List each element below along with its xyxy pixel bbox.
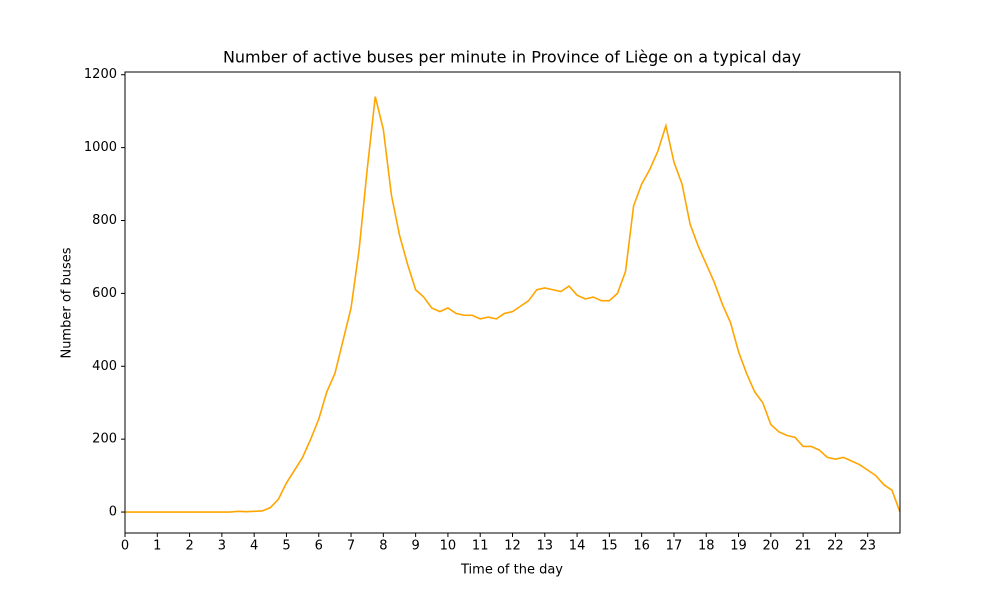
- x-tick-label: 21: [795, 539, 812, 554]
- y-tick-label: 200: [92, 432, 117, 447]
- x-tick-label: 19: [730, 539, 747, 554]
- y-tick-label: 600: [92, 286, 117, 301]
- x-tick-label: 8: [379, 539, 387, 554]
- x-tick-label: 14: [569, 539, 586, 554]
- y-axis-label: Number of buses: [60, 247, 75, 358]
- x-tick-label: 12: [504, 539, 521, 554]
- plot-frame: [124, 71, 901, 534]
- x-tick-label: 23: [859, 539, 876, 554]
- x-tick-label: 10: [440, 539, 457, 554]
- x-tick-label: 9: [411, 539, 419, 554]
- x-tick-label: 1: [153, 539, 161, 554]
- x-tick-label: 2: [185, 539, 193, 554]
- y-tick-label: 400: [92, 359, 117, 374]
- x-tick-label: 15: [601, 539, 618, 554]
- x-tick-label: 17: [666, 539, 683, 554]
- x-tick-label: 3: [218, 539, 226, 554]
- x-tick-label: 5: [282, 539, 290, 554]
- y-tick-label: 1000: [84, 140, 117, 155]
- y-tick-label: 1200: [84, 67, 117, 82]
- data-line: [125, 96, 901, 513]
- x-tick-label: 0: [121, 539, 129, 554]
- x-tick-label: 22: [827, 539, 844, 554]
- chart-title: Number of active buses per minute in Pro…: [223, 48, 801, 67]
- x-tick-label: 18: [698, 539, 715, 554]
- x-tick-label: 6: [315, 539, 323, 554]
- x-tick-label: 7: [347, 539, 355, 554]
- x-tick-label: 13: [537, 539, 554, 554]
- x-tick-label: 4: [250, 539, 258, 554]
- x-tick-label: 11: [472, 539, 489, 554]
- x-axis-label: Time of the day: [460, 563, 563, 578]
- y-tick-label: 800: [92, 213, 117, 228]
- y-tick-label: 0: [109, 505, 117, 520]
- x-tick-label: 16: [633, 539, 650, 554]
- x-tick-label: 20: [763, 539, 780, 554]
